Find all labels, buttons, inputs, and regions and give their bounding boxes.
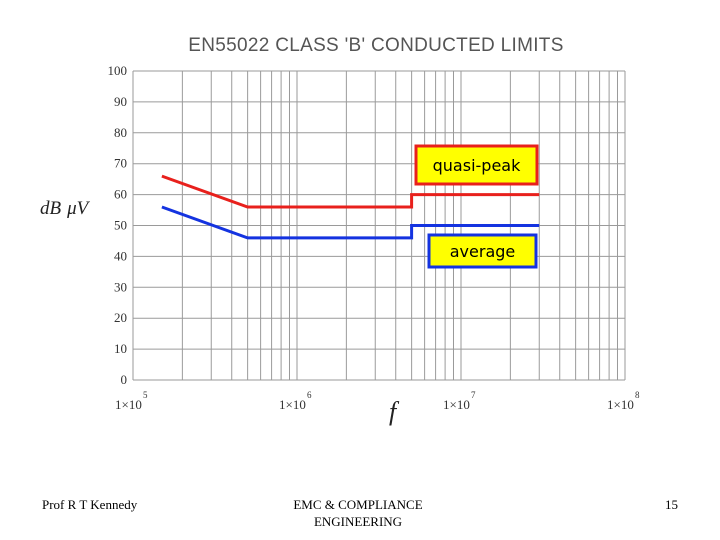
legend-box: [427, 233, 538, 269]
x-tick-exponent: 7: [471, 390, 476, 400]
x-tick-exponent: 5: [143, 390, 148, 400]
footer-author: Prof R T Kennedy: [42, 497, 138, 512]
y-tick-label: 80: [114, 125, 127, 140]
x-tick-label: 1×108: [607, 390, 640, 412]
y-tick-label: 100: [108, 63, 128, 78]
y-tick-label: 90: [114, 94, 127, 109]
y-axis-label-v: V: [77, 198, 91, 219]
x-tick-label: 1×106: [279, 390, 312, 412]
x-axis-label: f: [389, 397, 400, 426]
x-tick-mantissa: 1×10: [279, 397, 306, 412]
legend-label: average: [450, 242, 516, 261]
footer-page-number: 15: [665, 497, 678, 512]
y-tick-label: 50: [114, 218, 127, 233]
legend-box: [414, 144, 539, 186]
y-tick-label: 20: [114, 310, 127, 325]
y-tick-labels: 0 10 20 30 40 50 60 70 80 90 100: [108, 63, 128, 387]
series-line-quasi-peak: [161, 174, 540, 209]
legend-item-quasi-peak: quasi-peak: [414, 144, 539, 186]
grid: [132, 70, 626, 381]
y-axis-label-mu: μ: [66, 198, 77, 219]
y-tick-label: 10: [114, 341, 127, 356]
x-tick-mantissa: 1×10: [607, 397, 634, 412]
footer-course: EMC & COMPLIANCE ENGINEERING: [293, 497, 423, 529]
x-tick-exponent: 6: [307, 390, 312, 400]
y-tick-label: 40: [114, 248, 127, 263]
x-tick-label: 1×107: [443, 390, 476, 412]
x-tick-exponent: 8: [635, 390, 640, 400]
legend: quasi-peak average: [414, 144, 539, 269]
series-lines: [161, 174, 540, 240]
legend-label: quasi-peak: [433, 156, 521, 175]
x-tick-mantissa: 1×10: [443, 397, 470, 412]
y-tick-label: 30: [114, 279, 127, 294]
series-line-average: [161, 205, 540, 240]
y-tick-label: 0: [121, 372, 128, 387]
legend-item-average: average: [427, 233, 538, 269]
chart-title: EN55022 CLASS 'B' CONDUCTED LIMITS: [188, 35, 563, 56]
y-axis-label-db: dB: [40, 198, 62, 219]
y-axis-label: dB μV: [40, 198, 91, 219]
x-tick-mantissa: 1×10: [115, 397, 142, 412]
y-tick-label: 60: [114, 187, 127, 202]
y-tick-label: 70: [114, 156, 127, 171]
x-tick-label: 1×105: [115, 390, 148, 412]
